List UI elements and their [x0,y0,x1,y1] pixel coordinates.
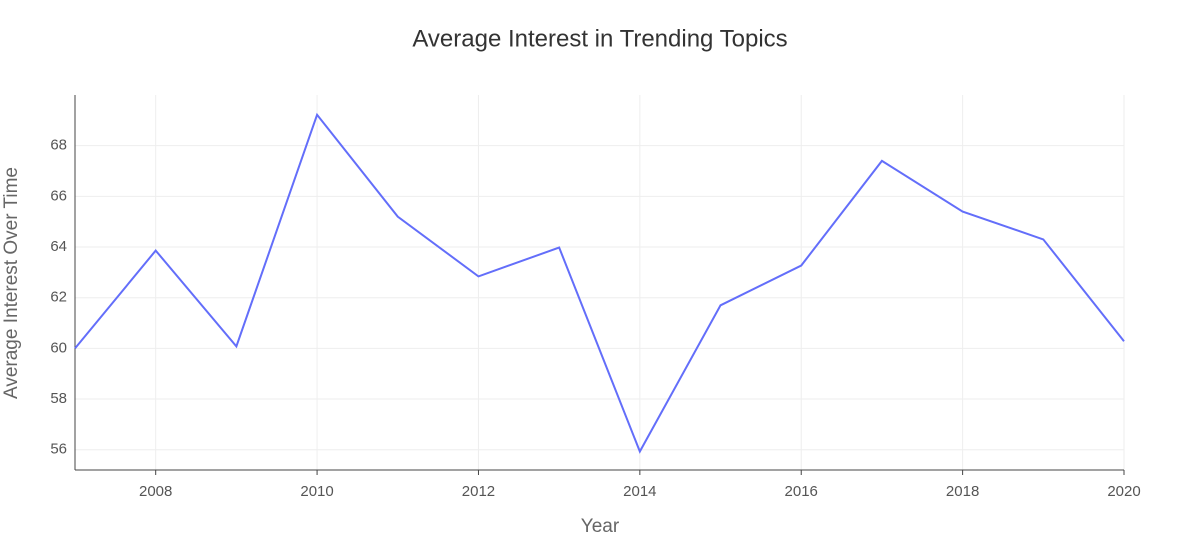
y-tick-label: 56 [50,441,67,458]
y-tick-label: 62 [50,289,67,306]
x-tick-label: 2008 [139,483,172,500]
y-tick-label: 64 [50,238,67,255]
x-tick-label: 2020 [1107,483,1140,500]
x-axis-label: Year [581,516,620,537]
y-tick-label: 58 [50,390,67,407]
y-tick-label: 66 [50,187,67,204]
x-tick-label: 2014 [623,483,656,500]
y-tick-label: 68 [50,137,67,154]
x-tick-label: 2018 [946,483,979,500]
x-tick-label: 2012 [462,483,495,500]
line [74,112,1125,454]
y-tick-label: 60 [50,339,67,356]
chart-title: Average Interest in Trending Topics [412,25,787,52]
x-tick-label: 2010 [300,483,333,500]
y-axis-label: Average Interest Over Time [1,167,22,399]
x-tick-label: 2016 [785,483,818,500]
